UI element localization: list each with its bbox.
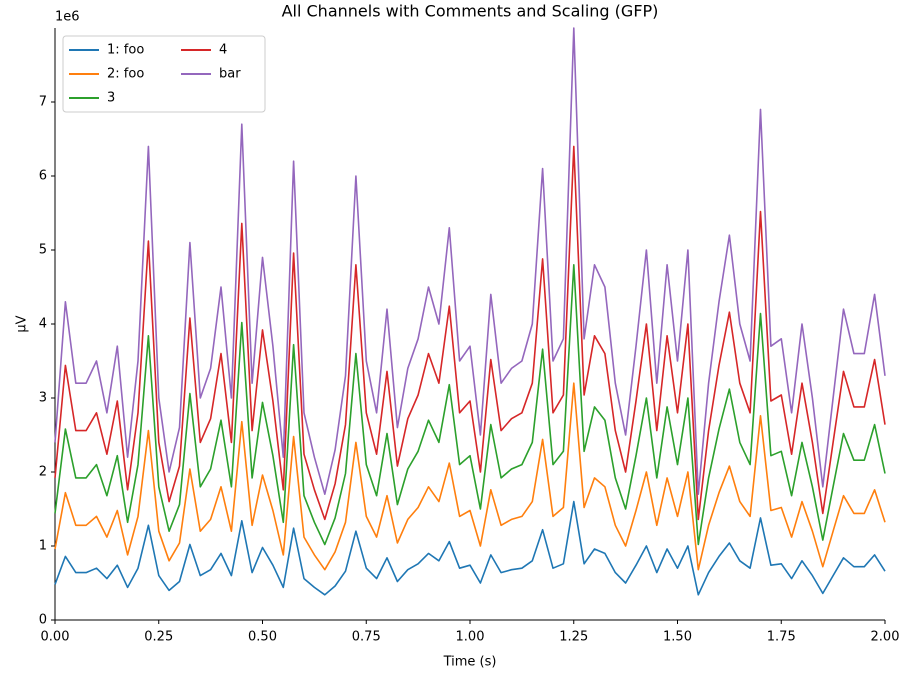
legend-label: 2: foo xyxy=(107,67,144,82)
x-tick-label: 0.00 xyxy=(41,630,70,645)
y-tick-label: 0 xyxy=(39,613,47,628)
series-line xyxy=(54,145,886,521)
x-tick-label: 1.50 xyxy=(663,630,692,645)
y-tick-label: 3 xyxy=(39,391,47,406)
series-line xyxy=(54,27,886,495)
y-tick-label: 5 xyxy=(39,243,47,258)
x-tick-label: 0.25 xyxy=(144,630,173,645)
x-tick-label: 0.75 xyxy=(352,630,381,645)
legend-label: 3 xyxy=(107,91,115,106)
y-tick-label: 4 xyxy=(39,317,47,332)
y-tick-label: 2 xyxy=(39,465,47,480)
series-line xyxy=(54,500,886,596)
legend-box xyxy=(62,35,266,113)
legend-label: 4 xyxy=(219,43,227,58)
x-tick-label: 2.00 xyxy=(871,630,900,645)
x-tick-label: 1.25 xyxy=(559,630,588,645)
legend-label: 1: foo xyxy=(107,43,144,58)
legend-label: bar xyxy=(219,67,241,82)
chart-title: All Channels with Comments and Scaling (… xyxy=(282,2,659,21)
x-axis-label: Time (s) xyxy=(443,655,497,670)
x-tick-label: 1.00 xyxy=(456,630,485,645)
y-axis-label: µV xyxy=(15,315,30,332)
y-tick-label: 7 xyxy=(39,95,47,110)
y-offset-label: 1e6 xyxy=(55,10,80,25)
series-line xyxy=(54,264,886,546)
y-tick-label: 1 xyxy=(39,539,47,554)
series-line xyxy=(54,382,886,571)
y-tick-label: 6 xyxy=(39,169,47,184)
x-tick-label: 0.50 xyxy=(248,630,277,645)
x-tick-label: 1.75 xyxy=(767,630,796,645)
